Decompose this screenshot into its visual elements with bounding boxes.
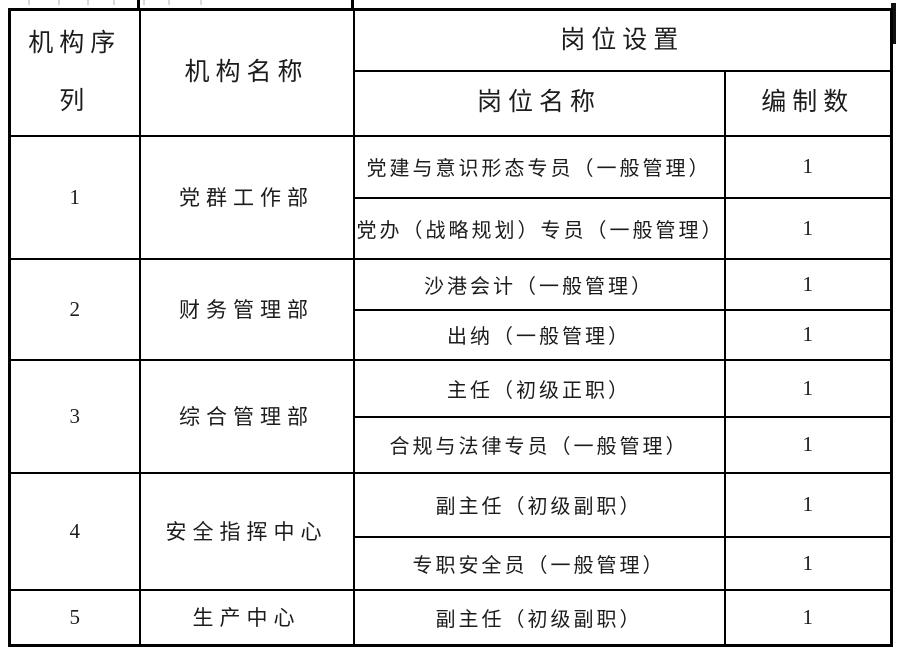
- ruler-tick: [143, 0, 145, 5]
- gridline-stub-middle: [351, 0, 354, 10]
- headcount-cell: 1: [723, 588, 893, 647]
- header-org-seq: 机构序列: [8, 8, 141, 137]
- org-seq-cell: 1: [8, 134, 141, 260]
- org-name-cell: 党群工作部: [138, 134, 355, 260]
- ruler-tick: [87, 0, 89, 5]
- position-name-cell: 副主任（初级副职）: [352, 588, 726, 647]
- org-name-cell: 生产中心: [138, 588, 355, 647]
- headcount-cell: 1: [723, 196, 893, 260]
- headcount-cell: 1: [723, 257, 893, 311]
- table-row: 出纳（一般管理） 1: [10, 308, 893, 361]
- position-name-cell: 副主任（初级副职）: [352, 471, 726, 538]
- position-name-cell: 党办（战略规划）专员（一般管理）: [352, 196, 726, 260]
- org-seq-cell: 3: [8, 358, 141, 474]
- position-name-cell: 党建与意识形态专员（一般管理）: [352, 134, 726, 199]
- headcount-cell: 1: [723, 134, 893, 199]
- ruler-tick: [28, 0, 30, 5]
- org-name-cell: 安全指挥中心: [138, 471, 355, 591]
- table-row: 1 党群工作部 党建与意识形态专员（一般管理） 1: [8, 134, 893, 260]
- table-row: 2 财务管理部 沙港会计（一般管理） 1: [8, 257, 893, 361]
- table-row: 3 综合管理部 主任（初级正职） 1: [8, 358, 893, 474]
- gridline-stub-left: [137, 0, 140, 10]
- org-position-table: 机构序列 机构名称 岗位设置 岗位名称 编制数 1 党群工作部 党建与意识形态专员（…: [8, 8, 894, 647]
- org-seq-cell: 5: [8, 588, 141, 647]
- headcount-cell: 1: [723, 415, 893, 474]
- scrollbar-fragment[interactable]: [891, 3, 896, 44]
- position-name-cell: 主任（初级正职）: [352, 358, 726, 418]
- table-row: 党办（战略规划）专员（一般管理） 1: [10, 196, 893, 260]
- headcount-cell: 1: [723, 358, 893, 418]
- header-position-group: 岗位设置: [352, 8, 893, 72]
- table-row: 合规与法律专员（一般管理） 1: [10, 415, 893, 474]
- org-name-cell: 综合管理部: [138, 358, 355, 474]
- ruler-tick: [168, 0, 170, 5]
- org-seq-cell: 4: [8, 471, 141, 591]
- org-name-cell: 财务管理部: [138, 257, 355, 361]
- ruler-tick: [58, 0, 60, 5]
- org-seq-cell: 2: [8, 257, 141, 361]
- header-position-name: 岗位名称: [352, 69, 726, 137]
- position-name-cell: 合规与法律专员（一般管理）: [352, 415, 726, 474]
- headcount-cell: 1: [723, 535, 893, 591]
- position-name-cell: 专职安全员（一般管理）: [352, 535, 726, 591]
- header-headcount: 编制数: [723, 69, 893, 137]
- table-row: 专职安全员（一般管理） 1: [10, 535, 893, 591]
- ruler-tick: [200, 0, 202, 5]
- headcount-cell: 1: [723, 471, 893, 538]
- ruler-tick: [113, 0, 115, 5]
- position-name-cell: 出纳（一般管理）: [352, 308, 726, 361]
- header-org-name: 机构名称: [138, 8, 355, 137]
- table-row: 5 生产中心 副主任（初级副职） 1: [8, 588, 893, 647]
- position-name-cell: 沙港会计（一般管理）: [352, 257, 726, 311]
- table-row: 4 安全指挥中心 副主任（初级副职） 1: [8, 471, 893, 591]
- headcount-cell: 1: [723, 308, 893, 361]
- table-body: 1 党群工作部 党建与意识形态专员（一般管理） 1 党办（战略规划）专员（一般管理） 1 2…: [8, 134, 893, 647]
